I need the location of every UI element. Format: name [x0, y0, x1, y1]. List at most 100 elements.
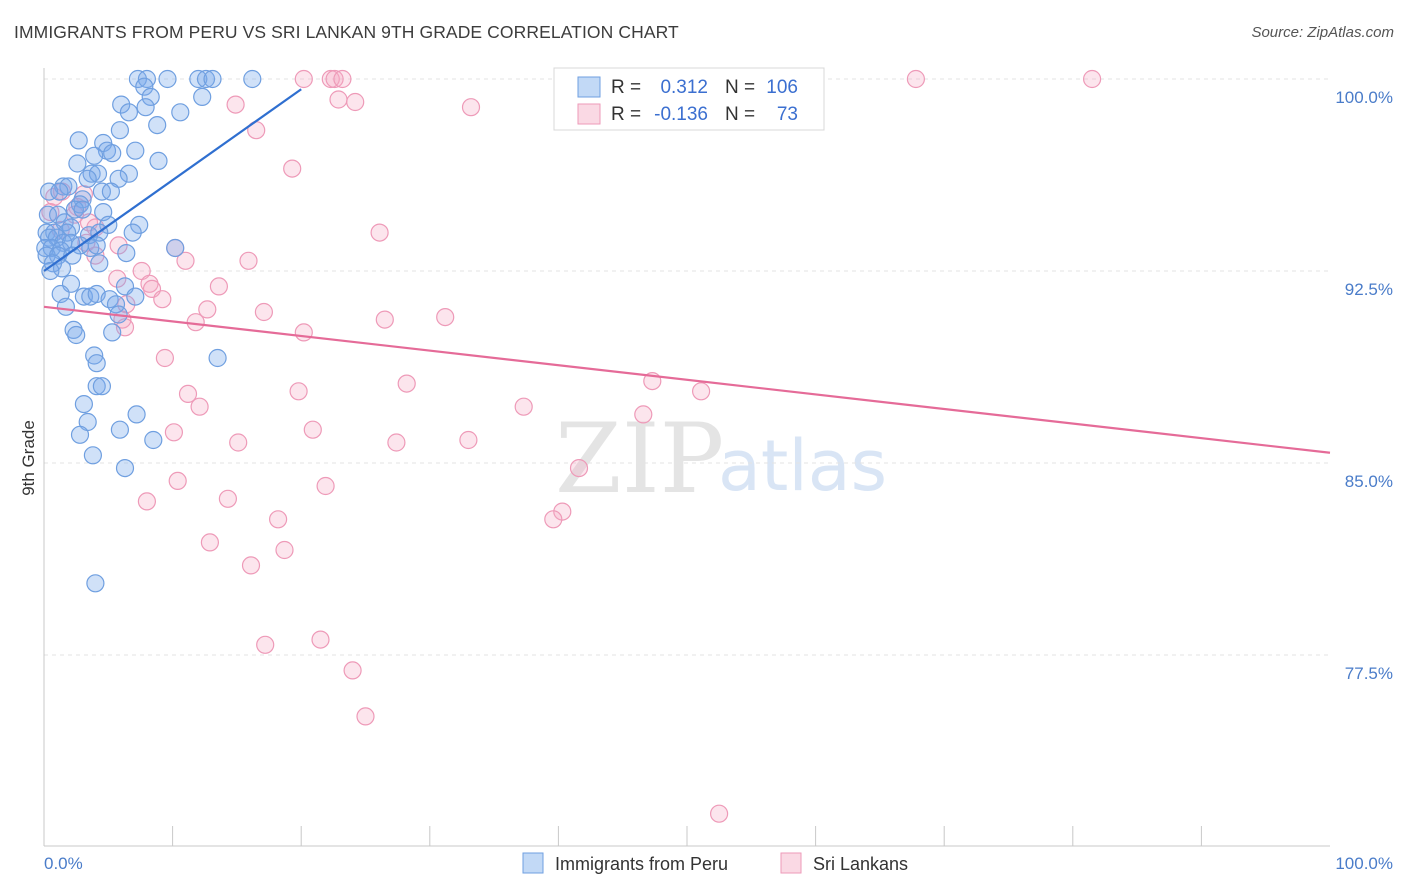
data-point-peru	[87, 236, 106, 255]
data-point-sri-lankans	[569, 459, 589, 478]
data-point-peru	[39, 182, 59, 201]
data-point-peru	[166, 238, 185, 258]
data-point-sri-lankans	[155, 348, 174, 368]
data-point-peru	[38, 205, 58, 224]
data-point-sri-lankans	[397, 374, 416, 393]
data-point-sri-lankans	[514, 397, 533, 416]
data-point-peru	[39, 228, 59, 247]
data-point-peru	[149, 151, 168, 170]
data-point-peru	[193, 87, 212, 107]
bottom-legend-swatch-srilanka[interactable]	[780, 852, 802, 874]
data-point-sri-lankans	[461, 98, 481, 117]
data-point-sri-lankans	[375, 310, 394, 329]
data-point-sri-lankans	[198, 300, 217, 319]
data-point-sri-lankans	[634, 405, 653, 424]
data-point-peru	[119, 103, 138, 122]
series-peru-points	[36, 69, 262, 593]
data-point-sri-lankans	[294, 323, 313, 342]
legend-n-label-srilanka: N =	[725, 104, 755, 125]
data-point-sri-lankans	[436, 308, 455, 327]
trend-lines	[43, 88, 1331, 454]
data-point-peru	[203, 69, 222, 89]
data-point-sri-lankans	[209, 277, 228, 296]
data-point-sri-lankans	[239, 251, 258, 270]
data-point-sri-lankans	[190, 397, 209, 416]
legend-r-label-peru: R =	[611, 77, 641, 98]
data-point-peru	[56, 297, 76, 316]
bottom-legend-label-srilanka[interactable]: Sri Lankans	[813, 854, 908, 874]
data-point-sri-lankans	[254, 302, 273, 322]
data-point-peru	[92, 377, 112, 396]
data-point-sri-lankans	[544, 510, 563, 529]
data-point-sri-lankans	[1082, 69, 1102, 89]
data-point-peru	[148, 115, 167, 135]
data-point-peru	[119, 164, 138, 183]
data-point-sri-lankans	[316, 476, 335, 496]
data-point-sri-lankans	[176, 251, 195, 270]
data-point-sri-lankans	[226, 95, 245, 114]
data-point-sri-lankans	[164, 423, 183, 442]
data-point-sri-lankans	[709, 804, 729, 823]
data-point-sri-lankans	[45, 187, 64, 206]
legend-r-value-peru: 0.312	[660, 77, 708, 98]
chart-title: IMMIGRANTS FROM PERU VS SRI LANKAN 9TH G…	[14, 22, 679, 42]
data-point-peru	[45, 223, 64, 242]
data-point-sri-lankans	[256, 635, 275, 654]
legend-box	[553, 67, 825, 131]
legend-r-label-srilanka: R =	[611, 104, 641, 125]
data-point-peru	[68, 154, 87, 173]
data-point-peru	[117, 244, 136, 263]
data-point-sri-lankans	[178, 384, 198, 403]
bottom-legend-swatch-peru[interactable]	[522, 852, 544, 874]
data-point-sri-lankans	[303, 420, 322, 439]
data-point-sri-lankans	[329, 90, 348, 109]
data-point-sri-lankans	[241, 556, 261, 575]
data-point-peru	[126, 141, 145, 160]
data-point-peru	[70, 425, 90, 444]
data-point-peru	[73, 200, 92, 219]
data-point-sri-lankans	[311, 630, 330, 649]
legend-n-label-peru: N =	[725, 77, 755, 98]
x-tick-label: 0.0%	[44, 854, 83, 873]
data-point-peru	[73, 190, 92, 209]
legend-swatch-srilanka	[577, 103, 601, 125]
data-point-peru	[63, 246, 82, 265]
data-point-sri-lankans	[153, 290, 172, 309]
x-minor-ticks	[172, 826, 1202, 846]
watermark: ZIP atlas	[555, 403, 887, 515]
data-point-sri-lankans	[168, 471, 187, 490]
data-point-peru	[52, 259, 72, 278]
data-point-sri-lankans	[294, 69, 313, 89]
data-point-sri-lankans	[186, 313, 205, 332]
x-tick-label: 100.0%	[1335, 854, 1393, 873]
data-point-peru	[65, 200, 85, 219]
data-point-peru	[171, 103, 190, 122]
series-legend: Immigrants from Peru Sri Lankans	[522, 852, 908, 874]
data-point-sri-lankans	[691, 382, 711, 401]
data-point-peru	[126, 287, 145, 306]
data-point-peru	[115, 459, 135, 478]
y-tick-label: 77.5%	[1345, 664, 1393, 683]
gridlines	[44, 78, 1330, 656]
y-tick-label: 92.5%	[1345, 280, 1393, 299]
data-point-peru	[74, 395, 94, 414]
y-tick-labels: 100.0% 92.5% 85.0% 77.5%	[1335, 88, 1393, 683]
data-point-peru	[127, 405, 146, 424]
data-point-peru	[110, 420, 130, 439]
legend-r-value-srilanka: -0.136	[654, 104, 708, 125]
data-point-sri-lankans	[333, 69, 352, 89]
data-point-peru	[64, 320, 83, 339]
bottom-legend-label-peru[interactable]: Immigrants from Peru	[555, 854, 728, 874]
data-point-peru	[144, 430, 163, 450]
data-point-peru	[86, 574, 105, 593]
data-point-peru	[101, 182, 121, 201]
data-point-peru	[136, 98, 155, 117]
data-point-sri-lankans	[370, 223, 389, 242]
data-point-peru	[78, 169, 97, 188]
correlation-legend: R = 0.312 N = 106 R = -0.136 N = 73	[553, 67, 825, 131]
data-point-sri-lankans	[269, 510, 288, 529]
legend-swatch-peru	[577, 76, 601, 98]
data-point-sri-lankans	[343, 661, 362, 680]
